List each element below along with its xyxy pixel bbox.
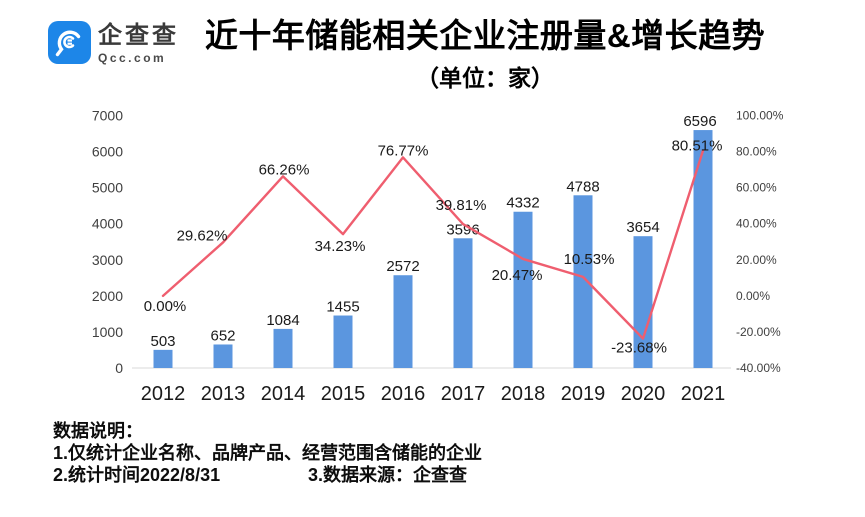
svg-text:2014: 2014: [261, 383, 306, 405]
svg-text:3654: 3654: [626, 219, 659, 236]
svg-text:2015: 2015: [321, 383, 366, 405]
data-notes: 数据说明： 1.仅统计企业名称、品牌产品、经营范围含储能的企业 2.统计时间20…: [53, 420, 482, 486]
svg-text:1455: 1455: [326, 299, 359, 316]
brand-name-en: Qcc.com: [98, 51, 167, 65]
page-title: 近十年储能相关企业注册量&增长趋势: [204, 17, 766, 54]
svg-text:60.00%: 60.00%: [736, 181, 777, 195]
svg-text:10.53%: 10.53%: [564, 251, 615, 268]
svg-text:1000: 1000: [92, 324, 123, 340]
svg-text:39.81%: 39.81%: [436, 197, 487, 214]
svg-text:5000: 5000: [92, 180, 123, 196]
svg-text:0: 0: [115, 360, 123, 376]
svg-text:2020: 2020: [621, 383, 666, 405]
svg-text:80.00%: 80.00%: [736, 145, 777, 159]
svg-text:-40.00%: -40.00%: [736, 361, 781, 375]
svg-text:0.00%: 0.00%: [144, 298, 187, 315]
svg-text:1084: 1084: [266, 312, 299, 329]
svg-text:-20.00%: -20.00%: [736, 325, 781, 339]
svg-text:80.51%: 80.51%: [672, 138, 723, 155]
svg-text:2017: 2017: [441, 383, 486, 405]
svg-text:2013: 2013: [201, 383, 246, 405]
svg-text:100.00%: 100.00%: [736, 109, 784, 123]
svg-text:2019: 2019: [561, 383, 606, 405]
svg-text:66.26%: 66.26%: [259, 161, 310, 178]
svg-text:20.00%: 20.00%: [736, 253, 777, 267]
svg-text:6596: 6596: [683, 113, 716, 130]
svg-text:2021: 2021: [681, 383, 726, 405]
svg-text:7000: 7000: [92, 108, 123, 124]
svg-text:6000: 6000: [92, 144, 123, 160]
note-line-1: 1.仅统计企业名称、品牌产品、经营范围含储能的企业: [53, 443, 483, 463]
svg-text:-23.68%: -23.68%: [611, 340, 667, 357]
chart-canvas: 0 1000 2000 3000 4000 5000 6000 7000 -40.00% -20.…: [92, 108, 784, 406]
note-source: 3.数据来源：企查查: [308, 465, 468, 485]
svg-text:2000: 2000: [92, 288, 123, 304]
notes-heading: 数据说明：: [53, 421, 143, 441]
svg-text:40.00%: 40.00%: [736, 217, 777, 231]
svg-text:503: 503: [150, 333, 175, 350]
svg-text:76.77%: 76.77%: [378, 142, 429, 159]
brand-name-cn: 企查查: [98, 22, 179, 49]
svg-text:4332: 4332: [506, 195, 539, 212]
svg-text:29.62%: 29.62%: [177, 227, 228, 244]
svg-text:2016: 2016: [381, 383, 426, 405]
svg-text:34.23%: 34.23%: [315, 238, 366, 255]
brand-text: 企查查 Qcc.com: [98, 21, 179, 66]
svg-text:20.47%: 20.47%: [492, 267, 543, 284]
header-titles: 近十年储能相关企业注册量&增长趋势 （单位：家）: [105, 16, 865, 93]
qcc-logo-icon: [48, 21, 91, 64]
svg-text:2012: 2012: [141, 383, 186, 405]
svg-text:2018: 2018: [501, 383, 546, 405]
svg-text:2572: 2572: [386, 258, 419, 275]
svg-text:4788: 4788: [566, 178, 599, 195]
note-stat-time: 2.统计时间2022/8/31: [53, 465, 221, 485]
combo-chart: 0 1000 2000 3000 4000 5000 6000 7000 -40.00% -20.…: [0, 100, 865, 415]
header-logo: 企查查 Qcc.com: [48, 21, 179, 65]
svg-text:4000: 4000: [92, 216, 123, 232]
svg-text:652: 652: [210, 327, 235, 344]
page-subtitle: （单位：家）: [416, 65, 554, 91]
svg-text:3000: 3000: [92, 252, 123, 268]
svg-text:0.00%: 0.00%: [736, 289, 770, 303]
note-line-2: 2.统计时间2022/8/31 3.数据来源：企查查: [53, 464, 482, 486]
svg-text:3596: 3596: [446, 221, 479, 238]
